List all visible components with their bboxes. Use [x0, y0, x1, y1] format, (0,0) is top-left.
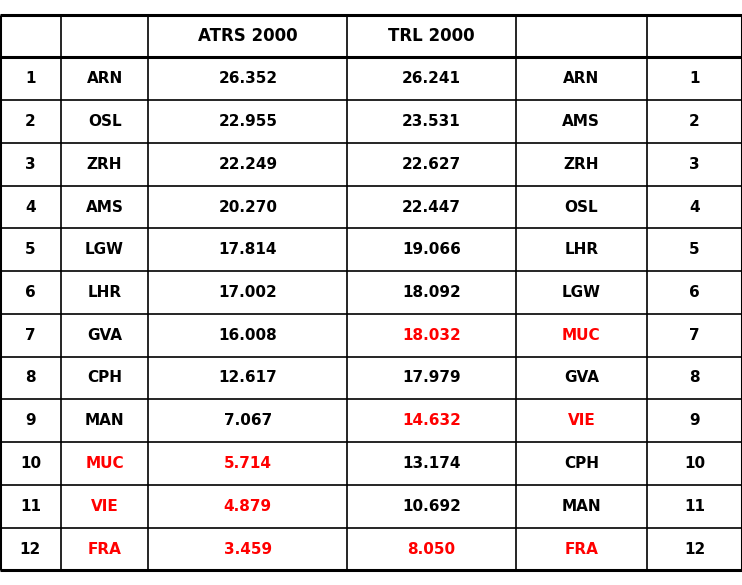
Text: LHR: LHR [565, 242, 598, 257]
Text: TRL 2000: TRL 2000 [388, 27, 475, 45]
Text: 1: 1 [689, 71, 700, 86]
Text: ARN: ARN [87, 71, 122, 86]
Text: 22.447: 22.447 [402, 199, 461, 215]
Text: 5: 5 [689, 242, 700, 257]
Text: GVA: GVA [564, 370, 599, 386]
Text: 12.617: 12.617 [218, 370, 278, 386]
Text: 4: 4 [25, 199, 36, 215]
Text: 17.979: 17.979 [402, 370, 461, 386]
Text: 8.050: 8.050 [407, 542, 456, 556]
Text: 26.241: 26.241 [402, 71, 461, 86]
Text: 22.249: 22.249 [218, 157, 278, 172]
Text: 23.531: 23.531 [402, 114, 461, 129]
Text: LHR: LHR [88, 285, 122, 300]
Text: 4: 4 [689, 199, 700, 215]
Text: 18.032: 18.032 [402, 328, 461, 343]
Text: 7: 7 [25, 328, 36, 343]
Text: 5: 5 [25, 242, 36, 257]
Text: MUC: MUC [562, 328, 601, 343]
Text: VIE: VIE [91, 499, 119, 514]
Text: OSL: OSL [88, 114, 122, 129]
Text: ATRS 2000: ATRS 2000 [198, 27, 298, 45]
Text: 18.092: 18.092 [402, 285, 461, 300]
Text: GVA: GVA [87, 328, 122, 343]
Text: 10.692: 10.692 [402, 499, 461, 514]
Text: ARN: ARN [563, 71, 600, 86]
Text: 8: 8 [25, 370, 36, 386]
Text: 19.066: 19.066 [402, 242, 461, 257]
Text: 9: 9 [25, 413, 36, 428]
Text: CPH: CPH [564, 456, 599, 471]
Text: OSL: OSL [565, 199, 598, 215]
Text: 2: 2 [689, 114, 700, 129]
Text: 6: 6 [25, 285, 36, 300]
Text: 3.459: 3.459 [224, 542, 272, 556]
Text: AMS: AMS [85, 199, 124, 215]
Text: 11: 11 [20, 499, 41, 514]
Text: 17.002: 17.002 [218, 285, 278, 300]
Text: 3: 3 [689, 157, 700, 172]
Text: 1: 1 [25, 71, 36, 86]
Text: AMS: AMS [562, 114, 600, 129]
Text: MAN: MAN [562, 499, 601, 514]
Text: CPH: CPH [87, 370, 122, 386]
Text: 7.067: 7.067 [223, 413, 272, 428]
Text: MAN: MAN [85, 413, 125, 428]
Text: 26.352: 26.352 [218, 71, 278, 86]
Text: 10: 10 [20, 456, 41, 471]
Text: 5.714: 5.714 [224, 456, 272, 471]
Text: FRA: FRA [565, 542, 598, 556]
Text: 7: 7 [689, 328, 700, 343]
Text: 2: 2 [25, 114, 36, 129]
Text: 6: 6 [689, 285, 700, 300]
Text: FRA: FRA [88, 542, 122, 556]
Text: LGW: LGW [85, 242, 124, 257]
Text: ZRH: ZRH [564, 157, 599, 172]
Text: MUC: MUC [85, 456, 124, 471]
Text: 12: 12 [20, 542, 41, 556]
Text: 12: 12 [684, 542, 705, 556]
Text: 16.008: 16.008 [218, 328, 278, 343]
Text: VIE: VIE [568, 413, 595, 428]
Text: ZRH: ZRH [87, 157, 122, 172]
Text: LGW: LGW [562, 285, 601, 300]
Text: 20.270: 20.270 [218, 199, 278, 215]
Text: 22.955: 22.955 [218, 114, 278, 129]
Text: 13.174: 13.174 [402, 456, 461, 471]
Text: 9: 9 [689, 413, 700, 428]
Text: 4.879: 4.879 [224, 499, 272, 514]
Text: 10: 10 [684, 456, 705, 471]
Text: 11: 11 [684, 499, 705, 514]
Text: 14.632: 14.632 [402, 413, 461, 428]
Text: 3: 3 [25, 157, 36, 172]
Text: 17.814: 17.814 [219, 242, 277, 257]
Text: 22.627: 22.627 [402, 157, 461, 172]
Text: 8: 8 [689, 370, 700, 386]
